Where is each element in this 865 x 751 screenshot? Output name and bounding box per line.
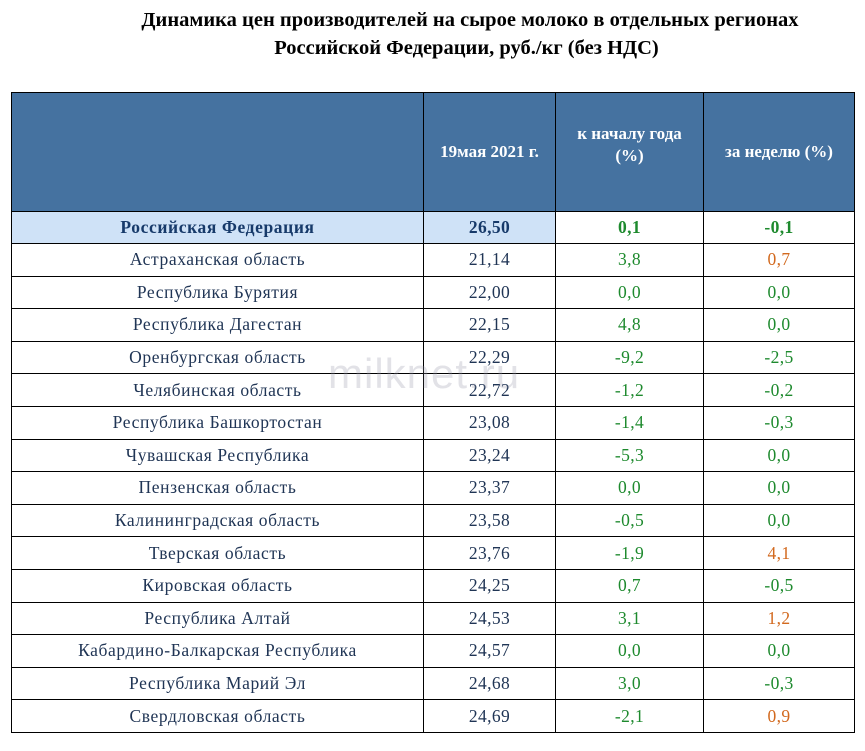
page-title: Динамика цен производителей на сырое мол… <box>0 6 865 62</box>
table-row-total: Российская Федерация 26,50 0,1 -0,1 <box>11 211 855 244</box>
region-name: Республика Башкортостан <box>11 405 424 440</box>
header-region <box>11 92 424 212</box>
week-change: -0,2 <box>703 373 855 407</box>
region-name: Кабардино-Балкарская Республика <box>11 634 424 668</box>
price-value: 24,69 <box>423 699 556 733</box>
price-value: 24,68 <box>423 666 556 701</box>
price-value: 23,58 <box>423 503 556 538</box>
ytd-change: -2,1 <box>555 699 704 733</box>
region-name: Республика Дагестан <box>11 308 424 342</box>
ytd-change: 0,0 <box>555 275 704 310</box>
table-row: Свердловская область 24,69 -2,1 0,9 <box>11 699 855 733</box>
region-name: Челябинская область <box>11 373 424 407</box>
table-row: Кабардино-Балкарская Республика 24,57 0,0 0… <box>11 634 855 668</box>
region-name: Оренбургская область <box>11 340 424 375</box>
region-name: Свердловская область <box>11 699 424 733</box>
price-value: 23,08 <box>423 405 556 440</box>
ytd-change: -5,3 <box>555 438 704 473</box>
table-row: Республика Башкортостан 23,08 -1,4 -0,3 <box>11 405 855 440</box>
region-name: Чувашская Республика <box>11 438 424 473</box>
week-change: 0,0 <box>703 503 855 538</box>
table-row: Чувашская Республика 23,24 -5,3 0,0 <box>11 438 855 473</box>
ytd-change: 0,0 <box>555 471 704 505</box>
table-row: Тверская область 23,76 -1,9 4,1 <box>11 536 855 570</box>
ytd-change: -1,4 <box>555 405 704 440</box>
week-change: 0,0 <box>703 438 855 473</box>
price-value: 23,37 <box>423 471 556 505</box>
ytd-change: 3,0 <box>555 666 704 701</box>
ytd-change: 3,8 <box>555 243 704 277</box>
ytd-change: -1,2 <box>555 373 704 407</box>
week-change: -0,3 <box>703 666 855 701</box>
header-week: за неделю (%) <box>703 92 855 212</box>
region-name: Республика Алтай <box>11 601 424 636</box>
table-row: Кировская область 24,25 0,7 -0,5 <box>11 568 855 603</box>
table-row: Пензенская область 23,37 0,0 0,0 <box>11 471 855 505</box>
week-change: -0,3 <box>703 405 855 440</box>
week-change: 0,0 <box>703 275 855 310</box>
week-change: 0,0 <box>703 634 855 668</box>
table-row: Республика Марий Эл 24,68 3,0 -0,3 <box>11 666 855 701</box>
table-row: Республика Дагестан 22,15 4,8 0,0 <box>11 308 855 342</box>
region-name: Тверская область <box>11 536 424 570</box>
price-table: 19мая 2021 г. к началу года (%) за недел… <box>11 92 855 733</box>
region-name: Пензенская область <box>11 471 424 505</box>
ytd-change: 0,0 <box>555 634 704 668</box>
ytd-change: -1,9 <box>555 536 704 570</box>
price-value: 24,57 <box>423 634 556 668</box>
header-price: 19мая 2021 г. <box>423 92 556 212</box>
ytd-change: 0,7 <box>555 568 704 603</box>
table-row: Астраханская область 21,14 3,8 0,7 <box>11 243 855 277</box>
price-value: 21,14 <box>423 243 556 277</box>
week-change: -2,5 <box>703 340 855 375</box>
region-name: Астраханская область <box>11 243 424 277</box>
week-change: 4,1 <box>703 536 855 570</box>
week-change: 0,7 <box>703 243 855 277</box>
price-value: 22,15 <box>423 308 556 342</box>
title-line-1: Динамика цен производителей на сырое мол… <box>141 9 799 31</box>
table-row: Челябинская область 22,72 -1,2 -0,2 <box>11 373 855 407</box>
region-name: Российская Федерация <box>11 211 424 244</box>
price-value: 24,25 <box>423 568 556 603</box>
week-change: 0,0 <box>703 471 855 505</box>
price-value: 23,24 <box>423 438 556 473</box>
ytd-change: -9,2 <box>555 340 704 375</box>
ytd-change: -0,5 <box>555 503 704 538</box>
region-name: Республика Бурятия <box>11 275 424 310</box>
header-ytd: к началу года (%) <box>555 92 704 212</box>
week-change: 0,0 <box>703 308 855 342</box>
region-name: Республика Марий Эл <box>11 666 424 701</box>
table-row: Республика Бурятия 22,00 0,0 0,0 <box>11 275 855 310</box>
week-change: -0,5 <box>703 568 855 603</box>
table-row: Республика Алтай 24,53 3,1 1,2 <box>11 601 855 636</box>
table-row: Оренбургская область 22,29 -9,2 -2,5 <box>11 340 855 375</box>
ytd-change: 0,1 <box>555 211 704 244</box>
week-change: -0,1 <box>703 211 855 244</box>
title-line-2: Российской Федерации, руб./кг (без НДС) <box>274 37 659 59</box>
week-change: 1,2 <box>703 601 855 636</box>
ytd-change: 4,8 <box>555 308 704 342</box>
price-value: 22,00 <box>423 275 556 310</box>
price-value: 26,50 <box>423 211 556 244</box>
ytd-change: 3,1 <box>555 601 704 636</box>
price-value: 22,72 <box>423 373 556 407</box>
week-change: 0,9 <box>703 699 855 733</box>
price-value: 24,53 <box>423 601 556 636</box>
table-row: Калининградская область 23,58 -0,5 0,0 <box>11 503 855 538</box>
price-value: 23,76 <box>423 536 556 570</box>
region-name: Кировская область <box>11 568 424 603</box>
table-header-row: 19мая 2021 г. к началу года (%) за недел… <box>11 92 855 212</box>
region-name: Калининградская область <box>11 503 424 538</box>
price-value: 22,29 <box>423 340 556 375</box>
